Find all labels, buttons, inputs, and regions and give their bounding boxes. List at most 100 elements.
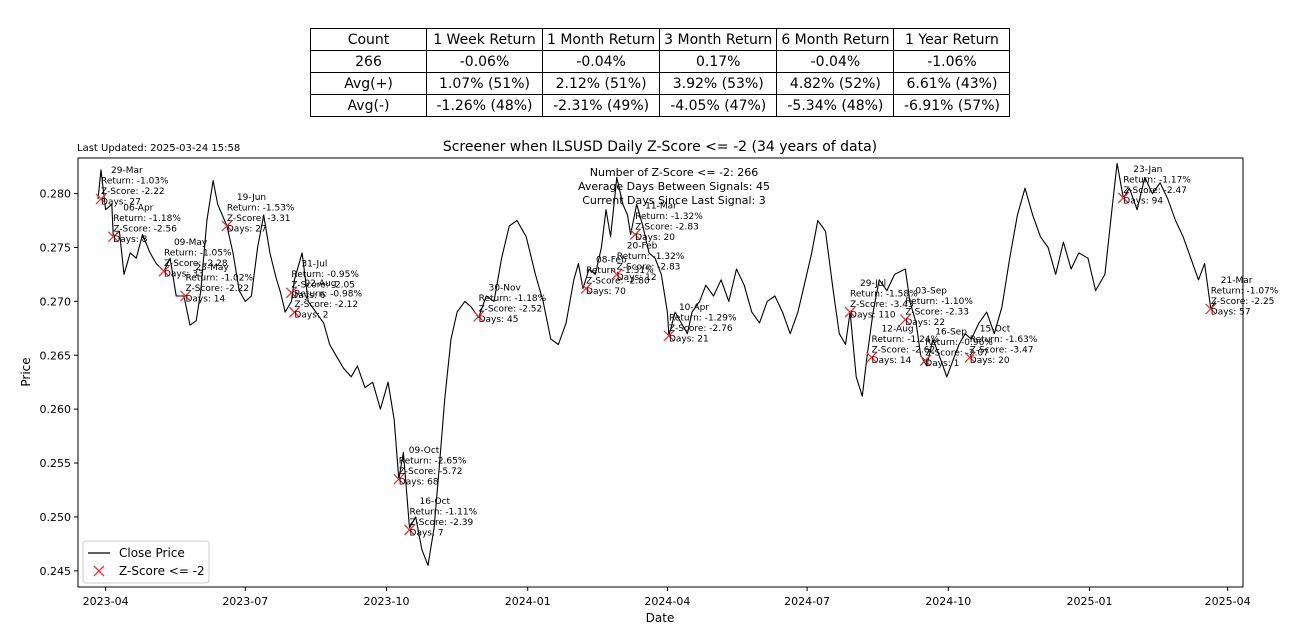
- signal-x-mark: [580, 282, 592, 294]
- signal-annotation: Return: -1.63%: [970, 335, 1038, 345]
- x-tick-label: 2024-01: [505, 595, 551, 608]
- signal-annotation: 11-Mar: [645, 202, 677, 212]
- info-line: Current Days Since Last Signal: 3: [582, 194, 765, 207]
- signal-x-mark: [964, 351, 976, 363]
- table-cell: 6.61% (43%): [893, 72, 1011, 95]
- signal-annotation: Days: 21: [669, 334, 709, 344]
- legend-label: Close Price: [119, 546, 185, 560]
- signal-annotation: Days: 110: [850, 311, 896, 321]
- signal-x-mark: [919, 355, 931, 367]
- y-tick-label: 0.280: [40, 188, 72, 201]
- signal-annotation: Days: 20: [970, 356, 1010, 366]
- signal-annotation: 08-Feb: [596, 255, 627, 265]
- signal-annotation: Days: 45: [479, 315, 519, 325]
- y-tick-label: 0.260: [40, 403, 72, 416]
- table-row: Avg(-) -1.26% (48%) -2.31% (49%) -4.05% (47…: [310, 94, 1011, 117]
- x-tick-label: 2025-04: [1205, 595, 1251, 608]
- signal-annotation: Return: -1.02%: [185, 273, 253, 283]
- table-header-cell: 6 Month Return: [776, 28, 895, 51]
- signal-annotation: Return: -1.17%: [1123, 175, 1191, 185]
- signal-x-mark: [473, 310, 485, 322]
- signal-annotation: 20-Feb: [627, 241, 658, 251]
- signal-annotation: Return: -1.18%: [479, 294, 547, 304]
- table-cell: Avg(+): [310, 72, 427, 95]
- signal-annotation: Z-Score: -2.28: [164, 259, 228, 269]
- signal-annotation: Return: -1.32%: [635, 212, 703, 222]
- legend-box: [82, 540, 210, 584]
- signal-annotation: 12-Aug: [882, 324, 914, 334]
- signal-annotation: Days: 6: [291, 291, 325, 301]
- signal-annotation: 10-Apr: [679, 303, 709, 313]
- signal-annotation: 29-Jul: [860, 279, 886, 289]
- signal-annotation: Days: 8: [113, 235, 147, 245]
- signal-annotation: 31-Jul: [301, 260, 327, 270]
- plot-area: [77, 157, 1244, 588]
- signal-annotation: 23-May: [195, 263, 229, 273]
- signal-annotation: Return: -2.65%: [399, 457, 467, 467]
- y-tick-label: 0.265: [40, 349, 72, 362]
- signal-annotation: Z-Score: -5.72: [399, 467, 463, 477]
- signal-x-mark: [107, 231, 119, 243]
- signal-annotation: Z-Score: -2.07: [925, 349, 989, 359]
- signal-annotation: Z-Score: -2.39: [410, 518, 474, 528]
- signal-annotation: Days: 22: [905, 318, 945, 328]
- signal-x-mark: [158, 265, 170, 277]
- signal-annotation: 09-May: [174, 238, 208, 248]
- table-cell: 4.82% (52%): [776, 72, 895, 95]
- table-cell: -5.34% (48%): [776, 94, 895, 117]
- y-tick-label: 0.255: [40, 457, 72, 470]
- signal-x-mark: [95, 193, 107, 205]
- table-cell: -1.26% (48%): [426, 94, 543, 117]
- signal-annotation: Z-Score: -2.52: [479, 304, 543, 314]
- signal-annotation: Return: -1.07%: [1211, 286, 1279, 296]
- chart-title: Screener when ILSUSD Daily Z-Score <= -2…: [443, 139, 877, 155]
- signal-x-mark: [611, 268, 623, 280]
- signal-x-mark: [285, 287, 297, 299]
- signal-annotation: Days: 57: [1211, 307, 1251, 317]
- signal-annotation: 30-Nov: [489, 283, 522, 293]
- table-header-cell: 1 Year Return: [893, 28, 1011, 51]
- signal-annotation: Return: -0.96%: [925, 338, 993, 348]
- signal-annotation: Z-Score: -2.33: [905, 308, 969, 318]
- signal-annotation: Return: -1.10%: [905, 297, 973, 307]
- legend: Close Price Z-Score <= -2: [82, 540, 210, 584]
- signal-annotation: 02-Aug: [304, 279, 336, 289]
- signal-annotation: Z-Score: -2.25: [1211, 297, 1275, 307]
- signal-annotation: Days: 27: [227, 224, 267, 234]
- signal-annotation: Z-Score: -3.31: [227, 214, 291, 224]
- signal-annotation: Z-Score: -2.05: [291, 281, 355, 291]
- signal-annotation: Days: 94: [1123, 196, 1163, 206]
- x-tick-label: 2023-07: [222, 595, 268, 608]
- signal-x-mark: [1205, 303, 1217, 315]
- legend-label: Z-Score <= -2: [119, 564, 205, 578]
- signal-x-mark: [866, 351, 878, 363]
- info-line: Number of Z-Score <= -2: 266: [590, 166, 759, 179]
- signal-annotation: Return: -1.53%: [227, 203, 295, 213]
- signal-annotation: Z-Score: -2.12: [294, 300, 358, 310]
- signal-annotation: Z-Score: -2.83: [635, 223, 699, 233]
- x-tick-label: 2024-10: [925, 595, 971, 608]
- signal-annotation: Return: -1.03%: [101, 176, 169, 186]
- signal-annotation: 19-Jun: [237, 193, 266, 203]
- table-cell: 2.12% (51%): [541, 72, 661, 95]
- x-axis: 2023-04 2023-07 2023-10 2024-01 2024-04 2024-…: [83, 587, 1251, 608]
- y-axis-label: Price: [19, 357, 33, 386]
- signal-annotation: Return: -1.29%: [669, 313, 737, 323]
- signal-annotation: Z-Score: -3.43: [850, 300, 914, 310]
- table-header-row: Count 1 Week Return 1 Month Return 3 Month …: [310, 28, 1011, 51]
- stats-table: Count 1 Week Return 1 Month Return 3 Month …: [310, 28, 1011, 117]
- legend-marker-swatch: [93, 565, 105, 577]
- signal-x-mark: [899, 314, 911, 326]
